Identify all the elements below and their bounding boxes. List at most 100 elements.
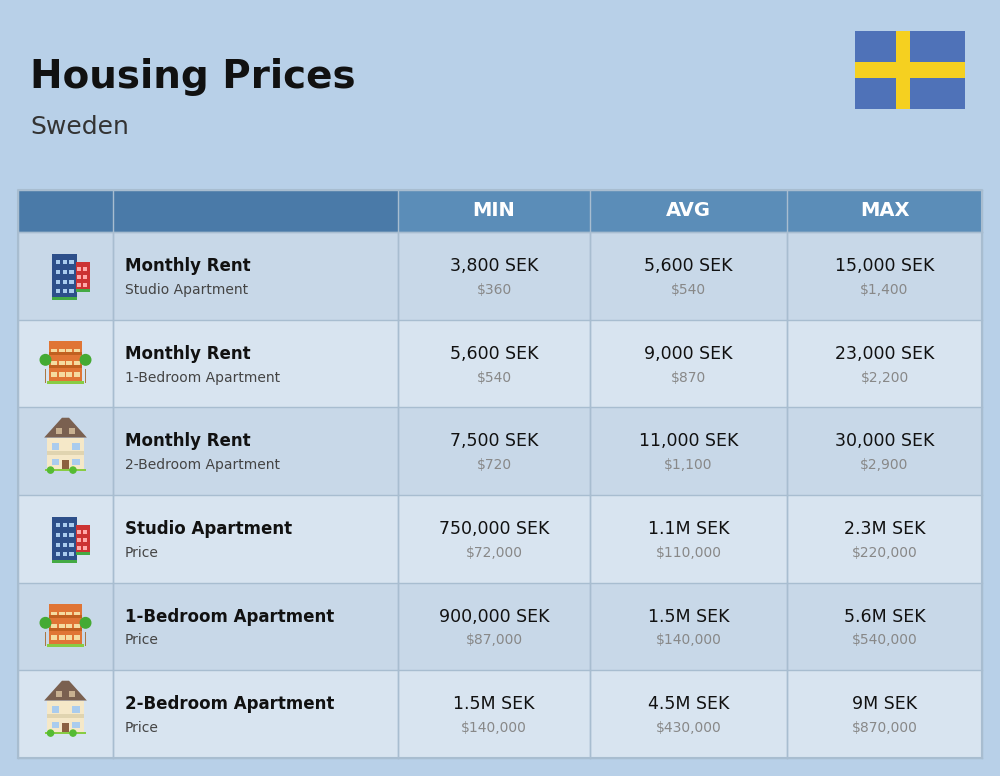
Text: 1.5M SEK: 1.5M SEK xyxy=(648,608,729,625)
FancyBboxPatch shape xyxy=(69,261,74,265)
Circle shape xyxy=(47,467,54,473)
Text: $430,000: $430,000 xyxy=(656,721,721,735)
FancyBboxPatch shape xyxy=(49,341,82,383)
FancyBboxPatch shape xyxy=(74,636,80,640)
FancyBboxPatch shape xyxy=(56,261,60,265)
Text: 15,000 SEK: 15,000 SEK xyxy=(835,257,934,275)
FancyBboxPatch shape xyxy=(52,443,59,449)
Text: $72,000: $72,000 xyxy=(466,546,522,559)
FancyBboxPatch shape xyxy=(52,297,76,300)
FancyBboxPatch shape xyxy=(59,372,65,377)
FancyBboxPatch shape xyxy=(45,469,86,471)
FancyBboxPatch shape xyxy=(69,553,74,556)
Circle shape xyxy=(70,467,76,473)
FancyBboxPatch shape xyxy=(18,190,398,232)
FancyBboxPatch shape xyxy=(51,361,57,365)
FancyBboxPatch shape xyxy=(63,270,67,274)
Text: $140,000: $140,000 xyxy=(656,633,721,647)
FancyBboxPatch shape xyxy=(56,289,60,293)
FancyBboxPatch shape xyxy=(49,365,82,368)
Polygon shape xyxy=(67,687,77,691)
Polygon shape xyxy=(44,681,87,701)
Text: Studio Apartment: Studio Apartment xyxy=(125,282,248,297)
Text: 5,600 SEK: 5,600 SEK xyxy=(644,257,733,275)
FancyBboxPatch shape xyxy=(63,553,67,556)
FancyBboxPatch shape xyxy=(56,533,60,537)
FancyBboxPatch shape xyxy=(45,369,46,383)
FancyBboxPatch shape xyxy=(47,382,84,384)
FancyBboxPatch shape xyxy=(66,611,72,617)
FancyBboxPatch shape xyxy=(83,539,87,542)
Polygon shape xyxy=(54,424,64,428)
FancyBboxPatch shape xyxy=(66,372,72,377)
FancyBboxPatch shape xyxy=(47,452,84,456)
FancyBboxPatch shape xyxy=(69,270,74,274)
FancyBboxPatch shape xyxy=(66,624,72,629)
FancyBboxPatch shape xyxy=(47,438,84,469)
FancyBboxPatch shape xyxy=(69,428,75,434)
Text: $2,200: $2,200 xyxy=(860,370,909,384)
Polygon shape xyxy=(44,417,87,438)
Text: $870: $870 xyxy=(671,370,706,384)
FancyBboxPatch shape xyxy=(18,495,982,583)
Text: Monthly Rent: Monthly Rent xyxy=(125,432,251,450)
FancyBboxPatch shape xyxy=(77,275,81,279)
FancyBboxPatch shape xyxy=(51,624,57,629)
Text: MAX: MAX xyxy=(860,202,909,220)
FancyBboxPatch shape xyxy=(76,525,90,553)
FancyBboxPatch shape xyxy=(77,530,81,534)
Circle shape xyxy=(40,355,51,365)
Text: 1.5M SEK: 1.5M SEK xyxy=(453,695,535,713)
FancyBboxPatch shape xyxy=(59,611,65,617)
FancyBboxPatch shape xyxy=(62,723,69,733)
FancyBboxPatch shape xyxy=(18,232,982,320)
FancyBboxPatch shape xyxy=(83,546,87,549)
FancyBboxPatch shape xyxy=(74,611,80,617)
FancyBboxPatch shape xyxy=(18,320,982,407)
Text: Sweden: Sweden xyxy=(30,115,129,139)
FancyBboxPatch shape xyxy=(72,706,80,712)
FancyBboxPatch shape xyxy=(76,262,90,290)
FancyBboxPatch shape xyxy=(51,611,57,617)
FancyBboxPatch shape xyxy=(896,31,910,109)
Text: $110,000: $110,000 xyxy=(656,546,722,559)
Text: 30,000 SEK: 30,000 SEK xyxy=(835,432,934,450)
Text: 3,800 SEK: 3,800 SEK xyxy=(450,257,538,275)
FancyBboxPatch shape xyxy=(85,632,86,646)
FancyBboxPatch shape xyxy=(56,553,60,556)
Text: 900,000 SEK: 900,000 SEK xyxy=(439,608,549,625)
FancyBboxPatch shape xyxy=(66,349,72,354)
FancyBboxPatch shape xyxy=(69,524,74,528)
Text: $360: $360 xyxy=(476,282,512,297)
Text: 750,000 SEK: 750,000 SEK xyxy=(439,520,549,538)
FancyBboxPatch shape xyxy=(56,542,60,547)
FancyBboxPatch shape xyxy=(72,722,80,729)
FancyBboxPatch shape xyxy=(52,560,76,563)
FancyBboxPatch shape xyxy=(49,615,82,618)
FancyBboxPatch shape xyxy=(77,267,81,271)
FancyBboxPatch shape xyxy=(63,533,67,537)
Polygon shape xyxy=(54,687,64,691)
Text: Price: Price xyxy=(125,721,159,735)
Text: $540: $540 xyxy=(476,370,512,384)
Text: $1,400: $1,400 xyxy=(860,282,909,297)
Text: $1,100: $1,100 xyxy=(664,458,713,472)
FancyBboxPatch shape xyxy=(49,352,82,355)
FancyBboxPatch shape xyxy=(51,349,57,354)
Text: $87,000: $87,000 xyxy=(465,633,523,647)
FancyBboxPatch shape xyxy=(76,289,90,293)
FancyBboxPatch shape xyxy=(47,715,84,719)
FancyBboxPatch shape xyxy=(56,428,62,434)
FancyBboxPatch shape xyxy=(51,372,57,377)
FancyBboxPatch shape xyxy=(52,459,59,466)
FancyBboxPatch shape xyxy=(83,275,87,279)
Text: Price: Price xyxy=(125,546,159,559)
Text: 23,000 SEK: 23,000 SEK xyxy=(835,345,934,362)
FancyBboxPatch shape xyxy=(74,372,80,377)
FancyBboxPatch shape xyxy=(63,280,67,284)
Text: 4.5M SEK: 4.5M SEK xyxy=(648,695,729,713)
FancyBboxPatch shape xyxy=(63,542,67,547)
Text: $540,000: $540,000 xyxy=(852,633,917,647)
FancyBboxPatch shape xyxy=(49,604,82,646)
FancyBboxPatch shape xyxy=(59,636,65,640)
